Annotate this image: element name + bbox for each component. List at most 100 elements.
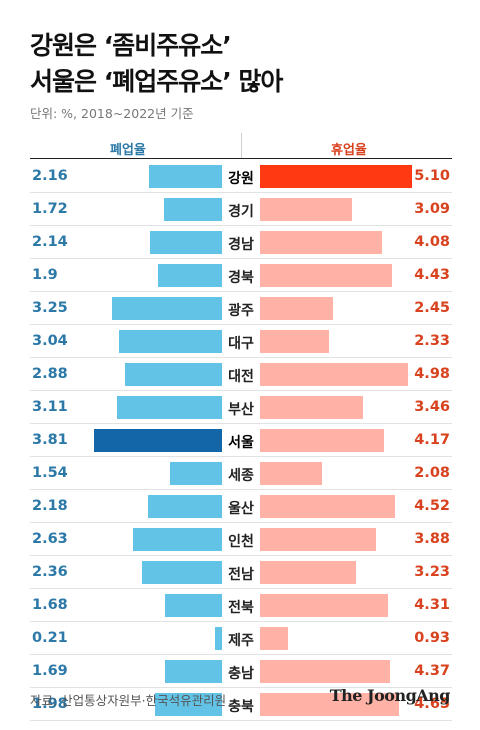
suspension-bar — [260, 693, 399, 716]
closure-value-label: 1.54 — [32, 465, 68, 481]
suspension-value-label: 4.98 — [414, 366, 450, 382]
table-row: 2.18 울산 4.52 — [30, 490, 452, 523]
closure-bar — [170, 462, 222, 485]
closure-bar — [148, 495, 222, 518]
closure-value-label: 3.81 — [32, 432, 68, 448]
closure-bar — [155, 693, 222, 716]
region-label: 제주 — [228, 633, 254, 649]
suspension-value-label: 4.08 — [414, 234, 450, 250]
row-divider — [30, 192, 452, 193]
table-row: 2.36 전남 3.23 — [30, 556, 452, 589]
suspension-bar — [260, 627, 288, 650]
closure-value-label: 3.04 — [32, 333, 68, 349]
closure-value-label: 2.88 — [32, 366, 68, 382]
title-line-1: 강원은 ‘좀비주유소’ — [30, 31, 232, 60]
row-divider — [30, 390, 452, 391]
suspension-bar — [260, 594, 389, 617]
suspension-value-label: 4.65 — [414, 696, 450, 712]
suspension-bar — [260, 396, 364, 419]
closure-value-label: 2.18 — [32, 498, 68, 514]
closure-value-label: 1.68 — [32, 597, 68, 613]
closure-value-label: 3.11 — [32, 399, 68, 415]
region-label: 경남 — [228, 237, 254, 253]
closure-value-label: 1.98 — [32, 696, 68, 712]
title-line-2: 서울은 ‘폐업주유소’ 많아 — [30, 67, 283, 96]
table-row: 2.16 강원 5.10 — [30, 160, 452, 193]
subtitle: 단위: %, 2018~2022년 기준 — [30, 106, 194, 121]
row-divider — [30, 258, 452, 259]
closure-bar — [117, 396, 222, 419]
row-divider — [30, 522, 452, 523]
table-row: 3.25 광주 2.45 — [30, 292, 452, 325]
row-divider — [30, 489, 452, 490]
suspension-bar — [260, 165, 412, 188]
region-label: 경기 — [228, 204, 254, 220]
table-row: 3.81 서울 4.17 — [30, 424, 452, 457]
table-row: 1.68 전북 4.31 — [30, 589, 452, 622]
closure-bar — [119, 330, 222, 353]
table-row: 1.98 충북 4.65 — [30, 688, 452, 721]
region-label: 경북 — [228, 270, 254, 286]
region-label: 강원 — [228, 171, 254, 187]
row-divider — [30, 357, 452, 358]
closure-bar — [124, 363, 222, 386]
row-divider — [30, 654, 452, 655]
region-label: 인천 — [228, 534, 254, 550]
suspension-bar — [260, 363, 409, 386]
suspension-value-label: 4.37 — [414, 663, 450, 679]
suspension-bar — [260, 231, 382, 254]
suspension-value-label: 3.88 — [414, 531, 450, 547]
suspension-bar — [260, 528, 376, 551]
row-divider — [30, 555, 452, 556]
closure-bar — [163, 198, 222, 221]
chart-top-rule — [30, 158, 452, 159]
closure-bar — [112, 297, 222, 320]
suspension-bar — [260, 198, 353, 221]
table-row: 3.11 부산 3.46 — [30, 391, 452, 424]
region-label: 울산 — [228, 501, 254, 517]
closure-value-label: 2.16 — [32, 168, 68, 184]
row-divider — [30, 621, 452, 622]
suspension-value-label: 2.45 — [414, 300, 450, 316]
closure-value-label: 1.9 — [32, 267, 58, 283]
region-label: 서울 — [228, 435, 254, 451]
region-label: 전남 — [228, 567, 254, 583]
suspension-value-label: 4.43 — [414, 267, 450, 283]
suspension-value-label: 4.52 — [414, 498, 450, 514]
suspension-bar — [260, 429, 385, 452]
suspension-bar — [260, 264, 393, 287]
row-divider — [30, 720, 452, 721]
region-label: 충남 — [228, 666, 254, 682]
closure-value-label: 2.63 — [32, 531, 68, 547]
row-divider — [30, 423, 452, 424]
suspension-value-label: 2.33 — [414, 333, 450, 349]
row-divider — [30, 225, 452, 226]
suspension-bar — [260, 495, 395, 518]
table-row: 2.88 대전 4.98 — [30, 358, 452, 391]
suspension-value-label: 3.23 — [414, 564, 450, 580]
series-header-closure: 폐업율 — [110, 143, 146, 158]
closure-value-label: 1.69 — [32, 663, 68, 679]
table-row: 2.63 인천 3.88 — [30, 523, 452, 556]
row-divider — [30, 588, 452, 589]
header-divider — [241, 133, 242, 158]
table-row: 0.21 제주 0.93 — [30, 622, 452, 655]
table-row: 2.14 경남 4.08 — [30, 226, 452, 259]
row-divider — [30, 291, 452, 292]
table-row: 1.72 경기 3.09 — [30, 193, 452, 226]
closure-bar — [142, 561, 222, 584]
closure-bar — [214, 627, 222, 650]
closure-bar — [149, 231, 222, 254]
closure-bar — [165, 594, 222, 617]
closure-value-label: 3.25 — [32, 300, 68, 316]
region-label: 부산 — [228, 402, 254, 418]
suspension-bar — [260, 297, 334, 320]
closure-bar — [157, 264, 222, 287]
closure-value-label: 1.72 — [32, 201, 68, 217]
region-label: 광주 — [228, 303, 254, 319]
suspension-value-label: 4.31 — [414, 597, 450, 613]
region-label: 대구 — [228, 336, 254, 352]
suspension-bar — [260, 660, 391, 683]
row-divider — [30, 687, 452, 688]
suspension-bar — [260, 462, 322, 485]
